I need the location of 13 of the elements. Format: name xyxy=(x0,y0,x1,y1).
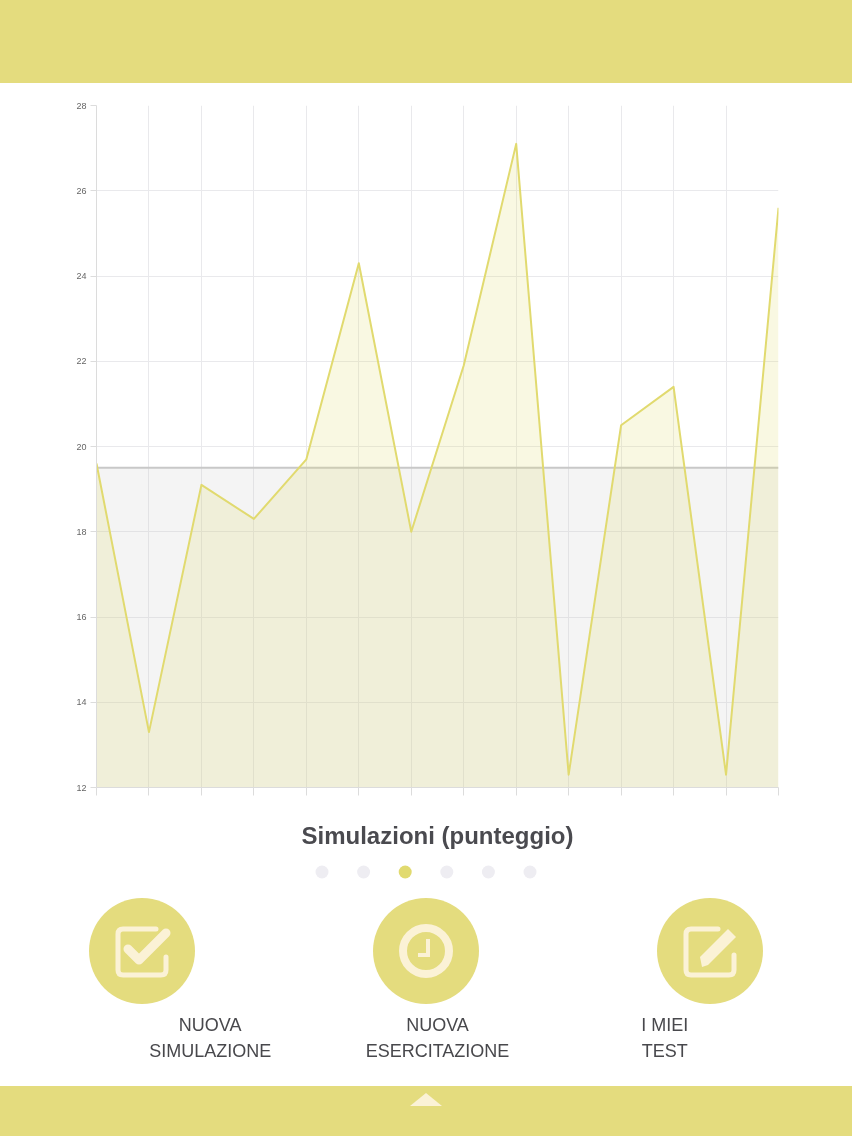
y-tick-label: 16 xyxy=(76,612,87,622)
y-tick-label: 20 xyxy=(76,441,87,452)
y-tick-label: 14 xyxy=(76,697,87,708)
text: Simulazioni (punteggio) xyxy=(301,822,574,849)
y-tick-label: 12 xyxy=(76,782,87,793)
text: I MIEI TEST xyxy=(641,1014,689,1061)
y-tick-label: 22 xyxy=(76,356,87,367)
y-tick-label: 18 xyxy=(76,526,87,537)
text: NUOVA SIMULAZIONE xyxy=(149,1014,272,1061)
y-tick-label: 24 xyxy=(76,271,87,281)
y-tick-label: 28 xyxy=(76,100,87,111)
text: NUOVA ESERCITAZIONE xyxy=(365,1014,510,1061)
y-tick-label: 26 xyxy=(76,185,87,196)
